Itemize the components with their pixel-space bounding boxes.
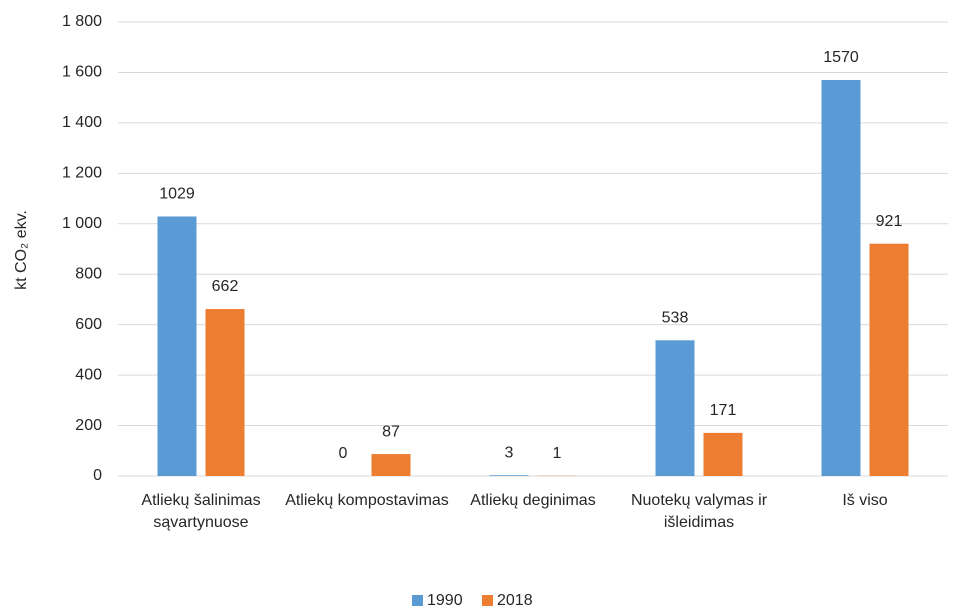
bar <box>703 432 743 476</box>
data-label: 1029 <box>159 186 195 203</box>
data-label: 662 <box>212 278 239 295</box>
data-label: 538 <box>662 310 689 327</box>
y-tick-label: 200 <box>75 417 102 434</box>
data-label: 1 <box>553 445 562 462</box>
legend-label: 1990 <box>427 592 463 609</box>
x-tick-label: Iš viso <box>842 492 888 509</box>
y-tick-label: 1 600 <box>62 64 102 81</box>
legend-swatch <box>412 595 423 606</box>
data-label: 3 <box>505 444 514 461</box>
x-tick-label: Atliekų kompostavimas <box>285 492 449 509</box>
legend-label: 2018 <box>497 592 533 609</box>
bar <box>157 216 197 477</box>
y-tick-label: 1 800 <box>62 13 102 30</box>
y-tick-label: 1 000 <box>62 215 102 232</box>
x-tick-label: Nuotekų valymas ir išleidimas <box>630 492 768 531</box>
y-axis-label: kt CO₂ ekv. <box>13 210 30 290</box>
bar <box>655 340 695 476</box>
y-tick-label: 400 <box>75 366 102 383</box>
data-label: 171 <box>710 402 737 419</box>
y-tick-label: 1 200 <box>62 165 102 182</box>
data-label: 921 <box>876 213 903 230</box>
data-label: 1570 <box>823 49 859 66</box>
bar <box>489 475 529 476</box>
x-tick-label: Atliekų šalinimas sąvartynuose <box>141 492 261 531</box>
data-label: 0 <box>339 445 348 462</box>
x-tick-label: Atliekų deginimas <box>470 492 596 509</box>
bar <box>869 243 909 476</box>
legend-swatch <box>482 595 493 606</box>
y-tick-label: 1 400 <box>62 114 102 131</box>
y-tick-label: 800 <box>75 265 102 282</box>
bar <box>371 454 411 476</box>
data-label: 87 <box>382 423 400 440</box>
y-tick-label: 0 <box>93 467 102 484</box>
bar <box>821 80 861 476</box>
bar <box>205 309 245 476</box>
y-tick-label: 600 <box>75 316 102 333</box>
